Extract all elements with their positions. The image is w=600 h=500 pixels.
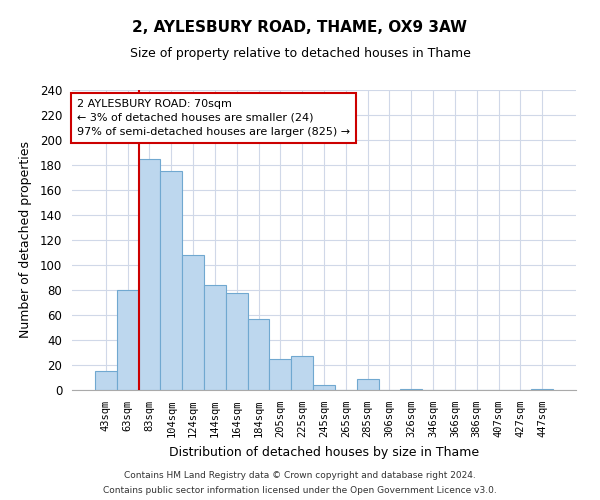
X-axis label: Distribution of detached houses by size in Thame: Distribution of detached houses by size … — [169, 446, 479, 458]
Bar — [248, 319, 269, 390]
Bar — [204, 285, 226, 390]
Bar — [160, 171, 182, 390]
Text: Contains HM Land Registry data © Crown copyright and database right 2024.: Contains HM Land Registry data © Crown c… — [124, 471, 476, 480]
Y-axis label: Number of detached properties: Number of detached properties — [19, 142, 32, 338]
Text: 2 AYLESBURY ROAD: 70sqm
← 3% of detached houses are smaller (24)
97% of semi-det: 2 AYLESBURY ROAD: 70sqm ← 3% of detached… — [77, 99, 350, 137]
Bar — [313, 385, 335, 390]
Bar — [226, 292, 248, 390]
Bar — [182, 255, 204, 390]
Text: Contains public sector information licensed under the Open Government Licence v3: Contains public sector information licen… — [103, 486, 497, 495]
Text: 2, AYLESBURY ROAD, THAME, OX9 3AW: 2, AYLESBURY ROAD, THAME, OX9 3AW — [133, 20, 467, 35]
Bar — [291, 356, 313, 390]
Bar — [357, 379, 379, 390]
Bar — [269, 359, 291, 390]
Bar — [400, 389, 422, 390]
Bar — [95, 371, 117, 390]
Text: Size of property relative to detached houses in Thame: Size of property relative to detached ho… — [130, 48, 470, 60]
Bar — [117, 290, 139, 390]
Bar — [139, 159, 160, 390]
Bar — [531, 389, 553, 390]
